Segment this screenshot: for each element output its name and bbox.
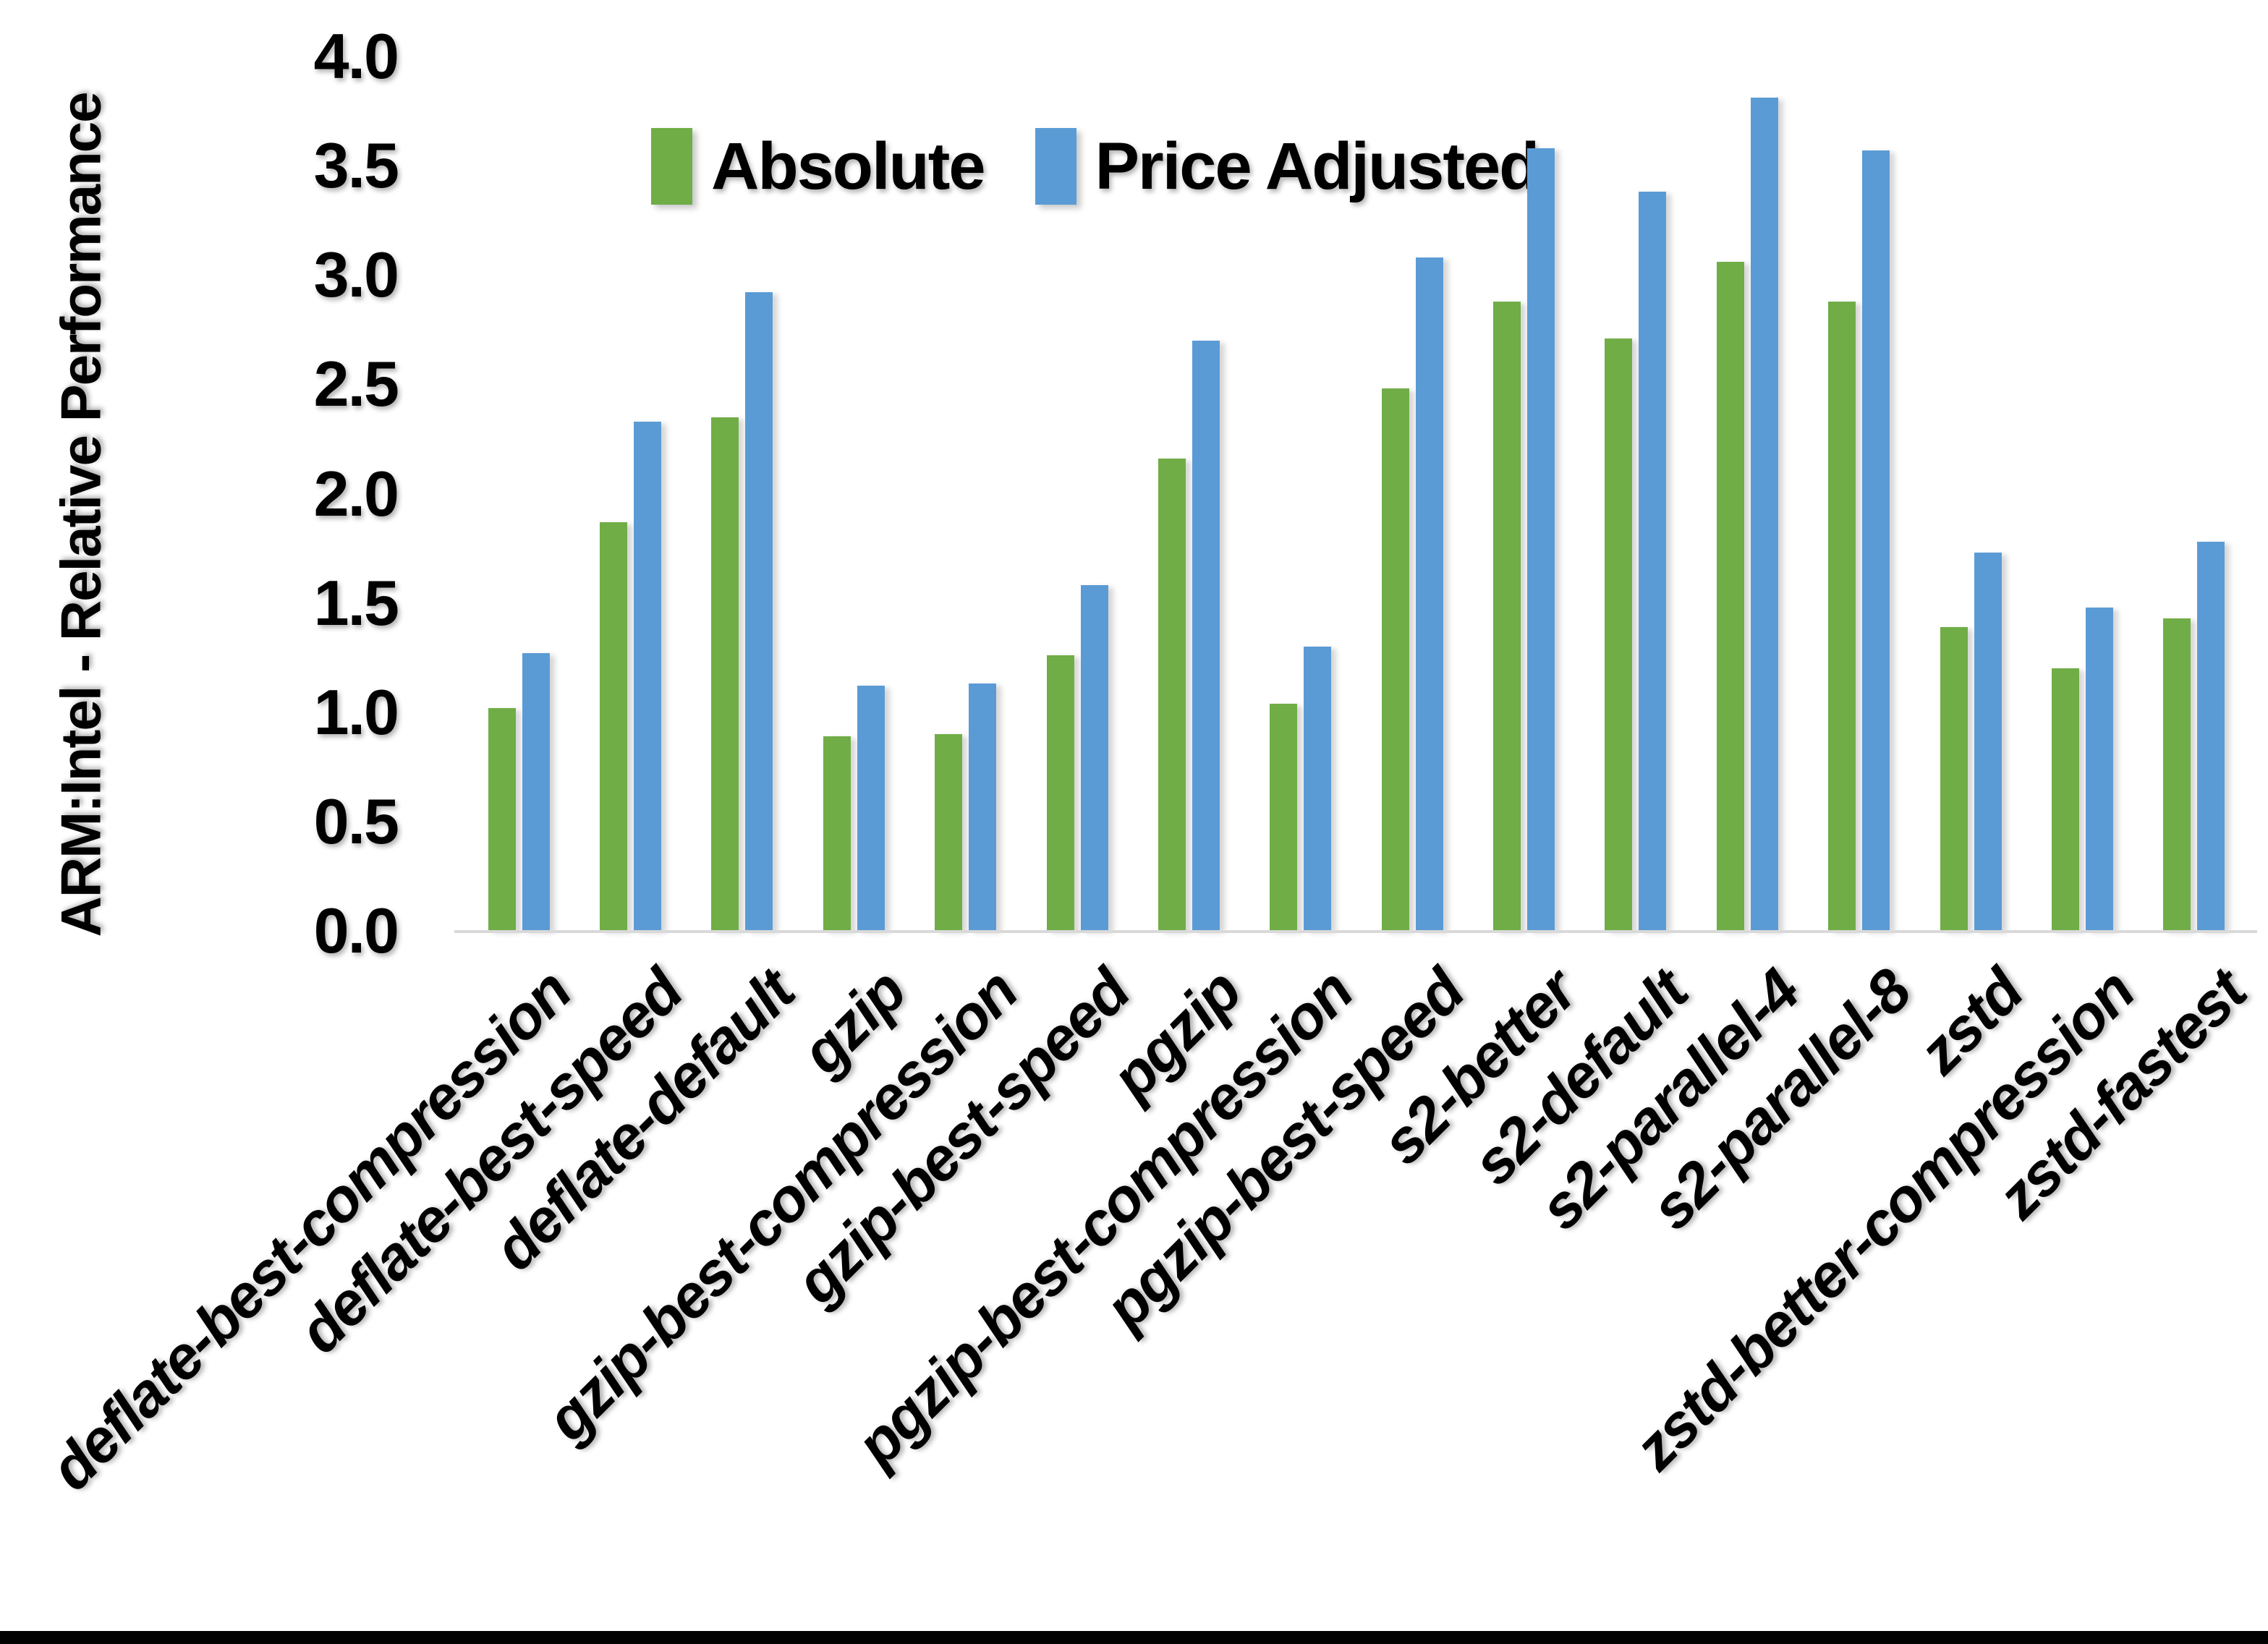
- legend-item-price-adjusted: Price Adjusted: [1035, 128, 1539, 205]
- bar-deflate-default-absolute: [711, 417, 739, 931]
- bar-gzip-absolute: [823, 736, 851, 931]
- y-tick-label-2.0: 2.0: [313, 457, 399, 529]
- bar-pgzip-best-speed-absolute: [1381, 388, 1409, 931]
- bottom-border: [0, 1631, 2268, 1644]
- bar-zstd-better-compression-absolute: [2051, 668, 2079, 931]
- bar-gzip-best-compression-price-adjusted: [969, 683, 997, 931]
- bar-s2-parallel-4-price-adjusted: [1750, 98, 1778, 931]
- bar-deflate-best-compression-absolute: [488, 707, 516, 931]
- y-tick-label-2.5: 2.5: [313, 348, 399, 420]
- y-axis-title: ARM:Intel - Relative Performance: [48, 93, 113, 937]
- legend-swatch-price-adjusted-icon: [1035, 128, 1076, 205]
- legend-label-absolute: Absolute: [711, 129, 986, 203]
- bar-gzip-best-compression-absolute: [935, 733, 963, 931]
- bar-zstd-absolute: [1940, 626, 1968, 931]
- bar-deflate-best-compression-price-adjusted: [522, 653, 550, 931]
- y-tick-label-0.0: 0.0: [313, 895, 399, 966]
- y-tick-label-0.5: 0.5: [313, 785, 399, 857]
- legend: Absolute Price Adjusted: [651, 119, 1539, 213]
- bar-deflate-best-speed-absolute: [600, 521, 628, 931]
- bar-gzip-best-speed-absolute: [1046, 655, 1074, 931]
- plot-area: [463, 56, 2250, 931]
- y-tick-label-3.5: 3.5: [313, 129, 399, 202]
- legend-label-price-adjusted: Price Adjusted: [1095, 129, 1540, 203]
- bar-deflate-default-price-adjusted: [745, 292, 773, 931]
- bar-s2-parallel-8-absolute: [1828, 301, 1856, 931]
- y-tick-label-3.0: 3.0: [313, 239, 399, 311]
- bar-s2-parallel-4-absolute: [1716, 262, 1744, 931]
- bar-zstd-fastest-price-adjusted: [2197, 542, 2225, 931]
- bar-pgzip-price-adjusted: [1192, 340, 1220, 931]
- bar-gzip-price-adjusted: [857, 686, 885, 931]
- bar-pgzip-absolute: [1158, 459, 1186, 931]
- bar-zstd-better-compression-price-adjusted: [2085, 607, 2113, 931]
- legend-swatch-absolute-icon: [651, 128, 692, 205]
- legend-item-absolute: Absolute: [651, 128, 986, 205]
- x-axis-line: [454, 930, 2257, 933]
- bar-zstd-fastest-absolute: [2163, 618, 2191, 931]
- bar-s2-better-price-adjusted: [1527, 148, 1555, 931]
- bar-s2-default-price-adjusted: [1639, 192, 1667, 931]
- bar-s2-default-absolute: [1605, 338, 1633, 931]
- bar-s2-parallel-8-price-adjusted: [1862, 150, 1890, 931]
- bar-s2-better-absolute: [1493, 301, 1521, 931]
- bar-gzip-best-speed-price-adjusted: [1080, 585, 1108, 931]
- bar-deflate-best-speed-price-adjusted: [634, 421, 662, 931]
- bar-pgzip-best-speed-price-adjusted: [1415, 257, 1443, 931]
- bar-pgzip-best-compression-absolute: [1270, 703, 1298, 931]
- y-tick-label-4.0: 4.0: [313, 20, 399, 92]
- y-tick-label-1.0: 1.0: [313, 676, 399, 748]
- y-tick-label-1.5: 1.5: [313, 566, 399, 639]
- bar-zstd-price-adjusted: [1974, 553, 2002, 931]
- bar-pgzip-best-compression-price-adjusted: [1304, 647, 1332, 931]
